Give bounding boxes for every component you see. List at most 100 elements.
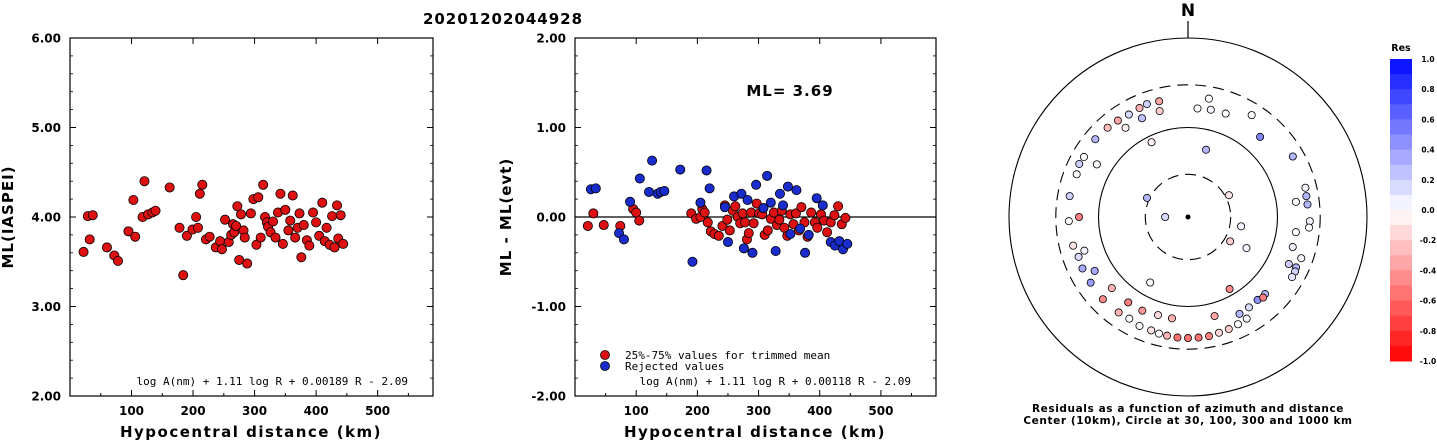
data-point: [253, 192, 264, 203]
data-point: [695, 197, 706, 208]
colorbar-band: [1390, 240, 1412, 256]
data-point: [765, 197, 776, 208]
caption-line-2: Center (10km), Circle at 30, 100, 300 an…: [1023, 415, 1352, 427]
data-point: [220, 214, 231, 225]
data-point: [644, 186, 655, 197]
station-residual-point: [1142, 100, 1151, 109]
colorbar-tick-label: 0.6: [1421, 115, 1434, 124]
station-residual-point: [1078, 264, 1087, 273]
data-point: [304, 240, 315, 251]
legend-label-rejected: Rejected values: [625, 360, 724, 373]
data-point: [112, 255, 123, 266]
data-point: [317, 197, 328, 208]
data-point: [840, 212, 851, 223]
data-point: [296, 252, 307, 263]
data-point: [327, 211, 338, 222]
data-point: [329, 242, 340, 253]
station-residual-point: [1224, 191, 1233, 200]
data-point: [719, 202, 730, 213]
distance-rings: [1008, 37, 1368, 397]
station-residual-point: [1234, 320, 1243, 329]
colorbar-tick-label: 0.0: [1421, 206, 1434, 215]
station-residual-point: [1288, 152, 1297, 161]
data-point: [713, 230, 724, 241]
data-point: [204, 231, 215, 242]
data-point: [335, 210, 346, 221]
data-point: [730, 201, 741, 212]
data-point: [290, 232, 301, 243]
legend-marker-rejected: [600, 361, 610, 371]
station-residual-point: [1143, 193, 1152, 202]
x-tick-label: 400: [807, 404, 832, 418]
data-point: [748, 218, 759, 229]
data-point: [139, 176, 150, 187]
station-residual-point: [1194, 333, 1203, 342]
colorbar-tick-label: -1.0: [1420, 357, 1436, 366]
station-residual-point: [1259, 293, 1268, 302]
data-point: [338, 238, 349, 249]
y-tick-label: -1.00: [531, 300, 566, 314]
x-axis-label: Hypocentral distance (km): [120, 423, 382, 441]
axis-ticks: 100 200 300 400 500 2.00 3.00 4.00 5.00 6.00: [31, 32, 433, 418]
colorbar-tick-label: 0.8: [1421, 85, 1434, 94]
station-residual-point: [1184, 334, 1193, 343]
data-point: [833, 201, 844, 212]
x-tick-label: 300: [242, 404, 267, 418]
data-point: [130, 231, 141, 242]
data-point: [747, 247, 758, 258]
colorbar-band: [1390, 134, 1412, 151]
station-residual-point: [1288, 243, 1297, 252]
data-point: [236, 209, 247, 220]
data-point: [812, 222, 823, 233]
data-point: [150, 205, 161, 216]
data-point: [800, 247, 811, 258]
colorbar-tick-label: 0.2: [1421, 176, 1434, 185]
colorbar-band: [1390, 119, 1412, 135]
station-residual-point: [1138, 306, 1147, 315]
station-residual-point: [1155, 97, 1164, 106]
data-point: [740, 217, 751, 228]
y-tick-label: 6.00: [31, 32, 61, 46]
station-residual-point: [1225, 285, 1234, 294]
data-point: [762, 225, 773, 236]
data-point: [232, 201, 243, 212]
colorbar-band: [1390, 149, 1412, 166]
magnitude-vs-distance-chart: 100 200 300 400 500 2.00 3.00 4.00 5.00 6.00 log …: [0, 32, 434, 441]
data-point: [285, 215, 296, 226]
colorbar-band: [1390, 104, 1412, 120]
station-residual-point: [1301, 183, 1310, 192]
legend-label-kept: 25%-75% values for trimmed mean: [625, 349, 830, 362]
colorbar-band: [1390, 210, 1412, 226]
data-point: [239, 232, 250, 243]
data-point: [785, 229, 796, 240]
data-point: [822, 227, 833, 238]
colorbar-tick-label: 0.4: [1421, 146, 1434, 155]
station-residual-point: [1235, 309, 1244, 318]
formula-label: log A(nm) + 1.11 log R + 0.00118 R - 2.0…: [639, 375, 911, 388]
data-point: [738, 243, 749, 254]
data-point: [321, 222, 332, 233]
data-point: [702, 217, 713, 228]
station-residual-point: [1091, 135, 1100, 144]
y-tick-label: 1.00: [536, 121, 566, 135]
x-axis-label: Hypocentral distance (km): [624, 423, 886, 441]
data-point: [699, 207, 710, 218]
station-residual-point: [1155, 107, 1164, 116]
data-point: [251, 239, 262, 250]
data-point: [795, 223, 806, 234]
data-point: [277, 238, 288, 249]
station-residual-point: [1242, 314, 1251, 323]
station-residual-point: [1124, 298, 1133, 307]
station-residual-point: [1161, 212, 1170, 221]
data-point: [308, 207, 319, 218]
legend-marker-kept: [600, 350, 610, 360]
data-point: [216, 244, 227, 255]
station-residual-point: [1137, 114, 1146, 123]
x-tick-label: 200: [685, 404, 710, 418]
residual-colorbar: Res 1.0 0.8 0.6 0.4 0.2 0.0 -0.2 -0.4 -0.6 -0.8 -1…: [1390, 43, 1436, 366]
y-tick-label: -2.00: [531, 390, 566, 404]
data-point: [191, 211, 202, 222]
y-tick-label: 5.00: [31, 121, 61, 135]
data-point: [770, 246, 781, 257]
